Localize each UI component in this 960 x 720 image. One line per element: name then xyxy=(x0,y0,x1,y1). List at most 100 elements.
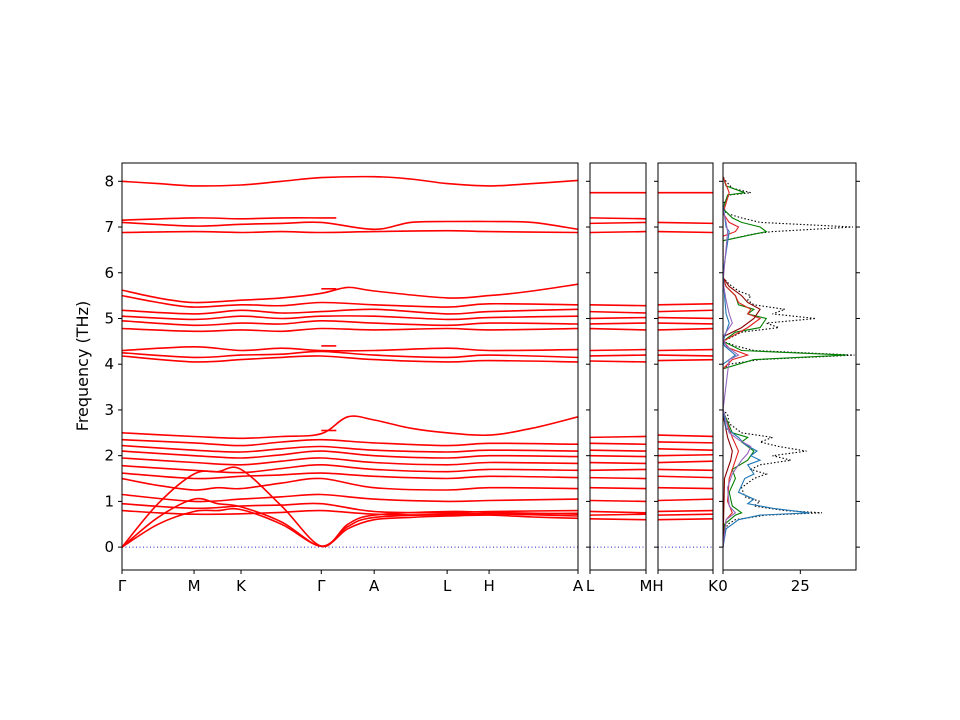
band-curve xyxy=(658,230,713,234)
y-tick-label: 5 xyxy=(104,309,114,327)
axes-box xyxy=(121,162,579,571)
axes-box xyxy=(722,162,857,571)
band-curve xyxy=(590,461,646,465)
x-tick-label: H xyxy=(652,577,663,595)
x-tick-label: A xyxy=(573,577,584,595)
band-curve xyxy=(122,457,578,466)
band-curve xyxy=(122,502,578,514)
x-tick-label: K xyxy=(236,577,247,595)
y-tick-label: 3 xyxy=(104,401,114,419)
band-curve xyxy=(658,468,713,472)
band-curve xyxy=(122,355,578,363)
band-curve xyxy=(658,453,713,457)
band-curve xyxy=(590,354,646,357)
band-curve xyxy=(658,303,713,306)
band-curve xyxy=(122,493,578,503)
band-curve xyxy=(590,327,646,331)
x-tick-label: 0 xyxy=(718,577,728,595)
band-curve xyxy=(122,283,578,304)
band-curve xyxy=(590,486,646,490)
x-tick-label: L xyxy=(443,577,452,595)
band-curve xyxy=(122,220,578,231)
x-tick-label: H xyxy=(483,577,494,595)
band-curve xyxy=(590,217,646,220)
band-curve xyxy=(590,221,646,225)
y-tick-label: 1 xyxy=(104,492,114,510)
band-curve xyxy=(122,477,578,491)
axes-box xyxy=(657,162,714,571)
band-curve xyxy=(658,309,713,313)
band-curve xyxy=(122,472,578,480)
x-tick-label: L xyxy=(586,577,595,595)
band-curve xyxy=(590,303,646,307)
band-curve xyxy=(122,315,578,321)
band-curve xyxy=(590,517,646,521)
band-curve xyxy=(590,230,646,234)
y-axis-label: Frequency (THz) xyxy=(73,301,92,431)
band-curve xyxy=(658,441,713,444)
band-curve xyxy=(658,316,713,320)
band-curve xyxy=(122,327,578,333)
band-curve xyxy=(658,354,713,357)
band-curve xyxy=(590,348,646,352)
band-curve xyxy=(658,475,713,479)
band-curve xyxy=(658,221,713,225)
y-tick-label: 4 xyxy=(104,355,114,373)
y-tick-label: 8 xyxy=(104,172,114,190)
band-curve xyxy=(122,217,337,221)
dos-curve-pdos-darkred xyxy=(723,176,761,548)
band-curve xyxy=(658,434,713,438)
band-curve xyxy=(122,497,578,548)
y-tick-label: 2 xyxy=(104,447,114,465)
dos-panel: 0 25 xyxy=(718,162,860,595)
band-curve xyxy=(590,322,646,325)
band-curve xyxy=(658,498,713,502)
band-curve xyxy=(122,294,578,308)
band-curve xyxy=(658,322,713,325)
x-tick-label: Γ xyxy=(118,577,127,595)
x-tick-label: Γ xyxy=(317,577,326,595)
dos-curve-pdos-blue xyxy=(723,176,810,548)
y-tick-label: 6 xyxy=(104,264,114,282)
band-curve xyxy=(590,454,646,458)
dos-curve-pdos-purple xyxy=(723,176,752,548)
band-curve xyxy=(658,358,713,362)
band-curve xyxy=(658,448,713,451)
x-tick-label: M xyxy=(188,577,201,595)
band-curve xyxy=(122,415,578,440)
band-curve xyxy=(658,513,713,516)
band-curve xyxy=(590,449,646,452)
band-curve xyxy=(658,348,713,352)
dos-curve-pdos-red xyxy=(723,176,762,548)
band-curve xyxy=(590,360,646,363)
dos-curve-pdos-green xyxy=(723,176,847,548)
x-tick-label: K xyxy=(708,577,719,595)
dos-curve-total xyxy=(723,176,855,548)
band-curve xyxy=(590,513,646,516)
band-curve xyxy=(122,175,578,187)
band-curve xyxy=(590,435,646,439)
band-curve xyxy=(122,308,578,315)
band-curve xyxy=(590,310,646,314)
band-curve xyxy=(122,438,578,447)
band-curve xyxy=(122,444,578,453)
band-curve xyxy=(122,450,578,459)
band-curve xyxy=(122,463,578,474)
band-curve xyxy=(658,460,713,464)
y-tick-label: 7 xyxy=(104,218,114,236)
band-curve xyxy=(590,316,646,320)
band-curve xyxy=(590,510,646,514)
band-curve xyxy=(122,466,578,548)
x-tick-label: 25 xyxy=(791,577,810,595)
x-tick-label: M xyxy=(640,577,653,595)
band-curve xyxy=(590,468,646,472)
band-curve xyxy=(658,509,713,513)
band-panel-main: 0 1 2 3 4 5 6 7 8 Γ M K Γ A L H A xyxy=(104,162,584,595)
y-tick-label: 0 xyxy=(104,538,114,556)
band-curve xyxy=(590,476,646,480)
band-curve xyxy=(122,319,578,327)
band-curve xyxy=(658,486,713,490)
